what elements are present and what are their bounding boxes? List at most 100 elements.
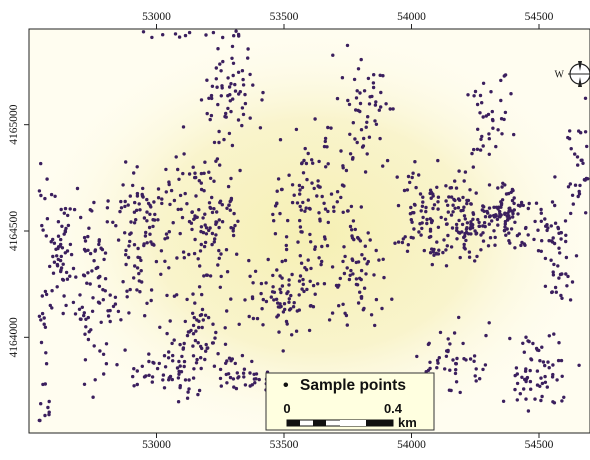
sample-point: [180, 354, 184, 359]
sample-point: [543, 284, 548, 288]
sample-point: [350, 157, 355, 161]
sample-point: [410, 175, 414, 180]
sample-point: [436, 207, 440, 211]
sample-point: [539, 398, 543, 403]
sample-point: [341, 210, 345, 214]
sample-point: [533, 219, 537, 224]
sample-point: [123, 348, 127, 352]
sample-point: [48, 264, 52, 269]
sample-point: [187, 378, 191, 382]
sample-point: [487, 321, 491, 325]
sample-point: [255, 316, 260, 321]
sample-point: [75, 186, 80, 191]
sample-point: [468, 357, 473, 361]
sample-point: [309, 304, 313, 308]
sample-point: [147, 225, 152, 230]
sample-point: [428, 360, 432, 364]
sample-point: [377, 108, 381, 112]
sample-point: [248, 384, 252, 388]
sample-point: [309, 266, 313, 271]
sample-point: [135, 208, 139, 212]
sample-point: [83, 239, 88, 243]
sample-point: [175, 293, 179, 297]
sample-point: [482, 221, 487, 225]
sample-point: [326, 220, 330, 225]
sample-point: [363, 244, 367, 248]
sample-point: [183, 378, 188, 382]
sample-point: [181, 250, 186, 254]
sample-point: [140, 364, 144, 368]
sample-point: [522, 242, 526, 246]
sample-point: [272, 290, 277, 294]
sample-point: [132, 221, 137, 225]
sample-point: [298, 192, 302, 196]
sample-point: [576, 163, 580, 167]
sample-point: [133, 200, 137, 205]
sample-point: [453, 179, 457, 183]
sample-point: [362, 89, 367, 93]
sample-point: [225, 270, 230, 274]
sample-point: [71, 266, 76, 271]
sample-point: [457, 315, 461, 320]
sample-point: [218, 367, 223, 372]
sample-point: [472, 147, 476, 152]
sample-point: [207, 170, 211, 174]
sample-point: [489, 90, 493, 94]
sample-point: [119, 318, 123, 322]
sample-point: [536, 249, 541, 253]
sample-point: [412, 227, 416, 231]
sample-point: [119, 206, 124, 210]
sample-point: [527, 201, 531, 206]
sample-point: [38, 418, 42, 423]
sample-point: [241, 112, 246, 117]
sample-point: [539, 249, 543, 253]
sample-point: [360, 145, 365, 149]
sample-point: [463, 231, 467, 236]
sample-point: [226, 372, 231, 376]
sample-point: [326, 209, 330, 214]
sample-point: [360, 253, 364, 257]
sample-point: [230, 143, 235, 148]
x-tick-label: 53500: [270, 11, 299, 23]
sample-point: [183, 191, 187, 196]
sample-point: [428, 251, 433, 255]
sample-point: [585, 144, 589, 149]
sample-point: [308, 207, 312, 211]
sample-point: [135, 382, 139, 387]
sample-point: [214, 233, 218, 237]
sample-point: [478, 377, 482, 381]
sample-point: [100, 247, 105, 252]
sample-point: [276, 301, 280, 305]
sample-point: [259, 291, 263, 296]
sample-point: [86, 337, 91, 342]
sample-point: [449, 186, 454, 190]
sample-point: [313, 292, 317, 296]
sample-point: [559, 237, 563, 241]
sample-point: [462, 242, 466, 247]
sample-point: [135, 266, 140, 270]
sample-point: [209, 93, 214, 98]
sample-point: [329, 126, 333, 130]
sample-point: [150, 375, 155, 379]
sample-point: [124, 253, 128, 257]
sample-point: [234, 29, 238, 33]
scale-bar-segment: [313, 420, 326, 426]
sample-point: [261, 323, 265, 327]
sample-point: [442, 238, 446, 242]
sample-point: [40, 223, 44, 228]
sample-point: [241, 371, 246, 375]
sample-point: [45, 177, 49, 181]
sample-point: [445, 222, 449, 226]
sample-point: [476, 217, 480, 222]
sample-point: [176, 400, 181, 404]
sample-point: [238, 168, 242, 173]
sample-point: [237, 375, 241, 379]
sample-point: [515, 398, 519, 402]
sample-point: [147, 373, 151, 377]
sample-point: [87, 226, 91, 230]
sample-point: [151, 360, 155, 365]
sample-point: [421, 200, 425, 204]
sample-point: [565, 284, 569, 288]
sample-point: [417, 230, 421, 234]
sample-point: [425, 217, 429, 222]
